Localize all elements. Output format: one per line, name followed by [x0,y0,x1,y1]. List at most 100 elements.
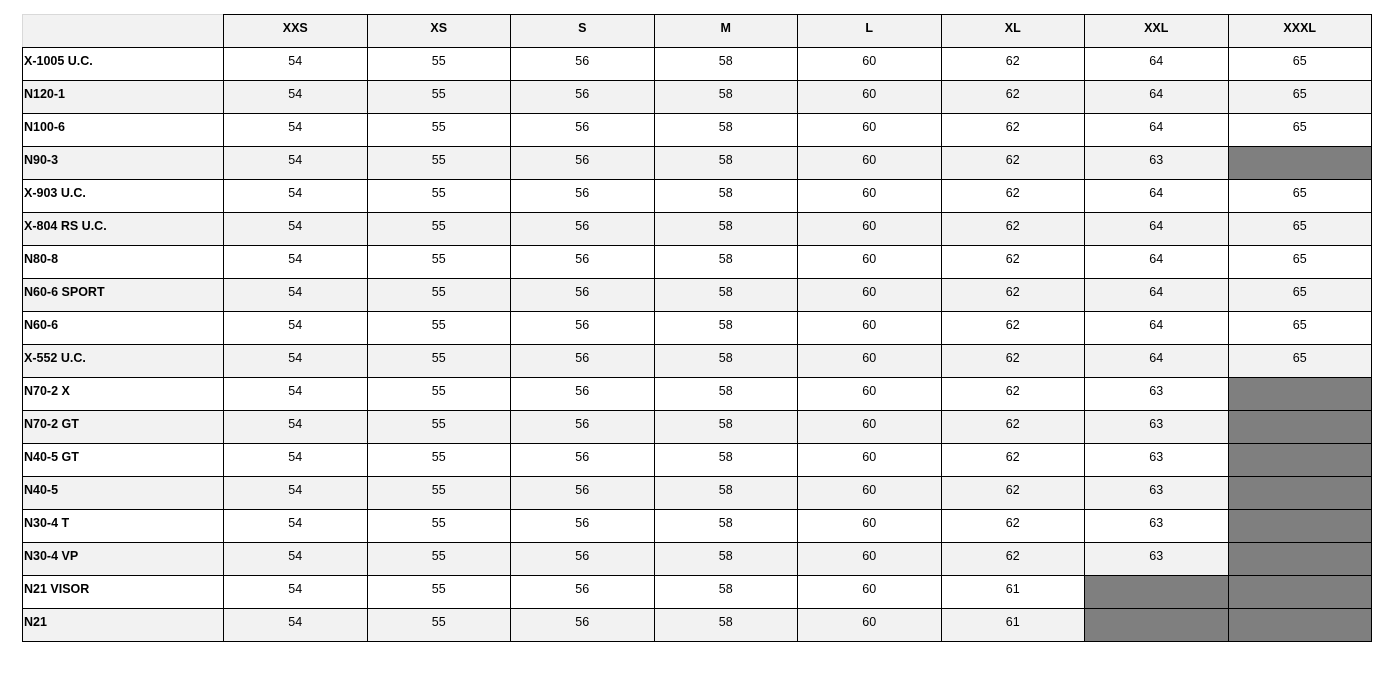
model-name-cell: N40-5 [22,476,224,510]
table-row: N70-2 X 54 55 56 58 60 62 63 [22,377,1372,411]
size-value-cell: 58 [653,113,798,147]
model-name-cell: X-804 RS U.C. [22,212,224,246]
size-value-cell: 58 [653,509,798,543]
size-value-cell: 63 [1084,476,1229,510]
size-value-cell: 60 [797,542,942,576]
size-value-cell: 56 [510,113,655,147]
model-name-cell: N30-4 T [22,509,224,543]
size-value-cell: 55 [366,344,511,378]
size-value-cell: 65 [1227,311,1372,345]
size-value-cell: 56 [510,542,655,576]
size-value-cell: 54 [223,212,368,246]
model-name-cell: N30-4 VP [22,542,224,576]
size-value-cell: 60 [797,113,942,147]
model-name-cell: N90-3 [22,146,224,180]
table-row: N60-6 54 55 56 58 60 62 64 65 [22,311,1372,345]
size-value-cell: 58 [653,212,798,246]
size-value-cell: 55 [366,146,511,180]
size-value-cell: 58 [653,80,798,114]
size-value-cell: 60 [797,608,942,642]
size-value-cell: 58 [653,311,798,345]
size-value-cell: 62 [940,542,1085,576]
size-value-cell: 55 [366,47,511,81]
size-value-cell: 63 [1084,146,1229,180]
size-value-cell: 54 [223,608,368,642]
model-name-cell: N21 [22,608,224,642]
model-name-cell: N70-2 GT [22,410,224,444]
size-value-cell: 55 [366,212,511,246]
size-value-cell: 58 [653,344,798,378]
table-row: N21 VISOR 54 55 56 58 60 61 [22,575,1372,609]
unavailable-size-cell [1227,575,1372,609]
size-value-cell: 55 [366,443,511,477]
size-header-xl: XL [940,14,1085,48]
size-value-cell: 56 [510,476,655,510]
table-row: N40-5 GT 54 55 56 58 60 62 63 [22,443,1372,477]
size-value-cell: 60 [797,410,942,444]
size-value-cell: 54 [223,509,368,543]
size-value-cell: 65 [1227,245,1372,279]
table-row: N80-8 54 55 56 58 60 62 64 65 [22,245,1372,279]
size-value-cell: 55 [366,80,511,114]
size-value-cell: 58 [653,47,798,81]
size-value-cell: 54 [223,575,368,609]
size-value-cell: 54 [223,410,368,444]
size-value-cell: 61 [940,608,1085,642]
size-value-cell: 55 [366,575,511,609]
model-name-cell: N40-5 GT [22,443,224,477]
table-row: N90-3 54 55 56 58 60 62 63 [22,146,1372,180]
size-value-cell: 60 [797,278,942,312]
size-value-cell: 62 [940,443,1085,477]
table-row: N30-4 VP 54 55 56 58 60 62 63 [22,542,1372,576]
size-value-cell: 62 [940,311,1085,345]
size-value-cell: 58 [653,608,798,642]
size-value-cell: 64 [1084,80,1229,114]
size-value-cell: 61 [940,575,1085,609]
size-value-cell: 56 [510,80,655,114]
size-value-cell: 58 [653,476,798,510]
size-value-cell: 55 [366,542,511,576]
size-value-cell: 56 [510,212,655,246]
unavailable-size-cell [1084,575,1229,609]
size-value-cell: 56 [510,179,655,213]
size-value-cell: 58 [653,278,798,312]
size-value-cell: 54 [223,311,368,345]
size-value-cell: 64 [1084,344,1229,378]
table-row: N40-5 54 55 56 58 60 62 63 [22,476,1372,510]
size-value-cell: 64 [1084,245,1229,279]
size-value-cell: 63 [1084,410,1229,444]
size-value-cell: 56 [510,47,655,81]
size-value-cell: 65 [1227,80,1372,114]
model-name-cell: X-1005 U.C. [22,47,224,81]
model-name-cell: N21 VISOR [22,575,224,609]
size-value-cell: 55 [366,179,511,213]
size-value-cell: 54 [223,47,368,81]
size-header-xxs: XXS [223,14,368,48]
size-value-cell: 55 [366,377,511,411]
size-value-cell: 58 [653,443,798,477]
size-value-cell: 63 [1084,542,1229,576]
size-value-cell: 54 [223,377,368,411]
size-value-cell: 56 [510,608,655,642]
size-value-cell: 62 [940,509,1085,543]
size-value-cell: 65 [1227,212,1372,246]
size-value-cell: 54 [223,344,368,378]
size-value-cell: 56 [510,410,655,444]
size-header-l: L [797,14,942,48]
table-row: N60-6 SPORT 54 55 56 58 60 62 64 65 [22,278,1372,312]
size-value-cell: 64 [1084,212,1229,246]
size-value-cell: 55 [366,509,511,543]
size-value-cell: 56 [510,278,655,312]
size-value-cell: 65 [1227,179,1372,213]
size-value-cell: 60 [797,146,942,180]
model-name-cell: N80-8 [22,245,224,279]
size-value-cell: 55 [366,476,511,510]
model-name-cell: N60-6 [22,311,224,345]
size-value-cell: 62 [940,47,1085,81]
model-name-cell: X-552 U.C. [22,344,224,378]
table-row: N30-4 T 54 55 56 58 60 62 63 [22,509,1372,543]
size-value-cell: 55 [366,410,511,444]
size-value-cell: 62 [940,410,1085,444]
size-value-cell: 58 [653,542,798,576]
size-value-cell: 60 [797,47,942,81]
